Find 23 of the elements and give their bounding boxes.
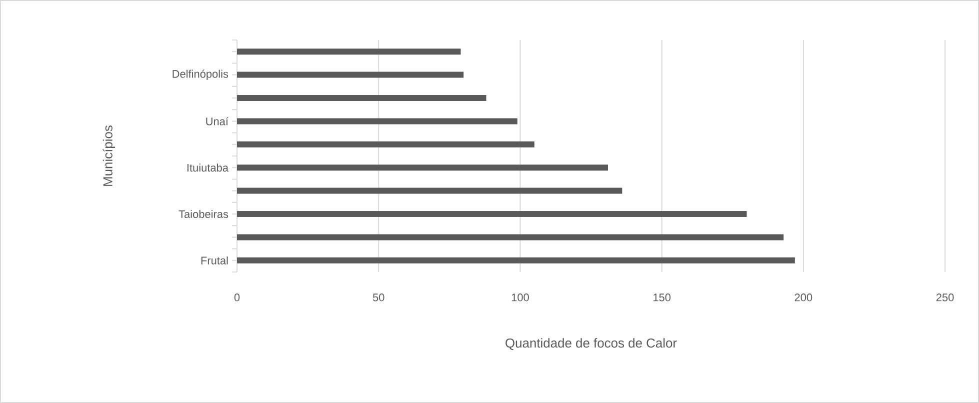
- bar: [237, 257, 795, 264]
- y-axis-title: Municípios: [102, 126, 115, 186]
- x-tick-label: 200: [794, 294, 812, 302]
- bar: [237, 95, 486, 102]
- x-tick-label: 50: [372, 294, 384, 302]
- x-axis-title: Quantidade de focos de Calor: [506, 338, 677, 350]
- bar: [237, 188, 622, 194]
- y-tick-label: Frutal: [201, 256, 228, 264]
- bar: [237, 141, 534, 148]
- x-tick-label: 0: [234, 294, 240, 302]
- bar: [237, 72, 464, 78]
- x-tick-label: 250: [936, 294, 954, 302]
- y-tick-label: Taiobeiras: [178, 210, 228, 218]
- y-tick-label: Ituiutaba: [187, 164, 228, 172]
- bar: [237, 48, 461, 55]
- bar: [237, 211, 747, 218]
- x-tick-label: 150: [653, 294, 671, 302]
- x-tick-label: 100: [512, 294, 529, 302]
- bar: [237, 234, 784, 240]
- y-tick-label: Delfinópolis: [172, 70, 228, 80]
- bar: [237, 164, 608, 171]
- y-tick-label: Unaí: [206, 117, 228, 126]
- bar: [237, 118, 518, 124]
